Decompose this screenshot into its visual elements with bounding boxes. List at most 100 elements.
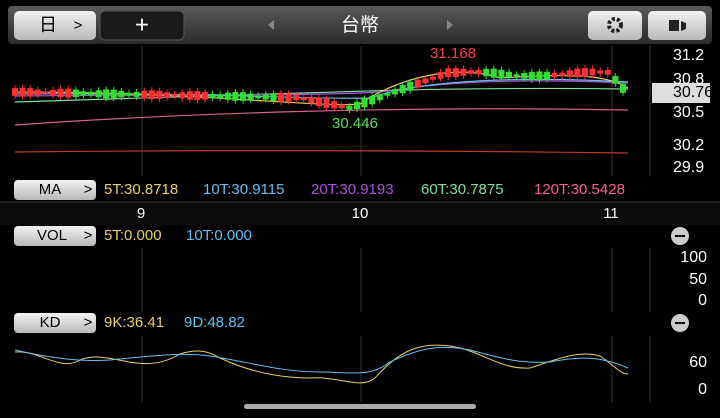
kd-lines: [14, 344, 629, 384]
ma-button[interactable]: [14, 180, 96, 200]
candle-body: [528, 71, 535, 81]
title: 台幣: [341, 14, 379, 36]
candle-body: [133, 92, 140, 97]
candle-body: [430, 76, 436, 80]
candle-body: [57, 88, 64, 98]
chevron: >: [84, 227, 93, 244]
candle-body: [490, 68, 497, 78]
candle-body: [536, 71, 543, 81]
x-label: 10: [352, 205, 369, 222]
price-label: 29.9: [673, 159, 704, 176]
candle-body: [338, 104, 345, 109]
candle-body: [141, 90, 148, 99]
candle-body: [285, 93, 292, 102]
price-label: 30.8: [673, 71, 704, 88]
candle-body: [468, 70, 474, 74]
minus: [675, 322, 685, 324]
ma-item: 120T:30.5428: [534, 181, 625, 198]
candle-body: [589, 68, 596, 76]
kd-button[interactable]: [14, 313, 96, 333]
candle-body: [452, 68, 459, 77]
candle-body: [217, 94, 224, 99]
home-indicator: [244, 404, 476, 409]
candle-body: [240, 92, 246, 101]
candle-body: [574, 68, 581, 78]
candle-body: [369, 95, 376, 105]
settings-button[interactable]: [588, 11, 642, 40]
kd-axis: 60 0: [689, 354, 707, 398]
candle-body: [209, 93, 216, 98]
candle-body: [604, 69, 611, 75]
ma-button-label: MA: [39, 181, 62, 198]
candle-body: [270, 93, 277, 102]
candle-body: [95, 90, 102, 98]
candles: [12, 64, 626, 113]
price-axis: 31.2 30.830.76 30.5 30.2 29.9: [673, 47, 713, 176]
x-axis: 9 10 11: [137, 205, 619, 222]
prev-arrow[interactable]: [268, 20, 274, 30]
candle-body: [12, 88, 18, 96]
candle-body: [437, 72, 444, 79]
candle-body: [171, 93, 178, 97]
candle-body: [50, 89, 56, 96]
candle-body: [308, 97, 315, 104]
vol-label: 50: [689, 271, 707, 288]
candle-body: [445, 68, 452, 77]
kd-label: 0: [698, 381, 707, 398]
candle-body: [232, 91, 239, 101]
next-arrow[interactable]: [447, 20, 453, 30]
candle-body: [422, 78, 429, 84]
candle-body: [399, 85, 406, 94]
candle-body: [88, 91, 94, 96]
candle-body: [513, 74, 520, 77]
candle-body: [118, 90, 125, 98]
add-label: +: [135, 11, 149, 38]
candle-body: [194, 91, 201, 101]
ma-item: 60T:30.7875: [421, 181, 504, 198]
add-button[interactable]: [99, 10, 185, 41]
price-label: 31.2: [673, 47, 704, 64]
ma-item: 10T:30.9115: [203, 181, 284, 198]
price-label: 30.76: [673, 84, 713, 101]
candle-body: [186, 91, 193, 100]
kd-button-label: KD: [40, 314, 61, 331]
minus: [675, 235, 685, 237]
candle-body: [247, 93, 254, 100]
candle-body: [224, 92, 231, 100]
vol-axis: 100 50 0: [680, 249, 707, 309]
candle-body: [506, 71, 512, 78]
candle-body: [521, 72, 528, 79]
candle-body: [559, 72, 566, 76]
price-label: 30.2: [673, 137, 704, 154]
candle-body: [34, 89, 41, 96]
high-annotation: 31.168: [430, 45, 476, 62]
candle-body: [300, 97, 307, 101]
vol-button[interactable]: [14, 226, 96, 246]
kd-legend: 9K:36.41 9D:48.82: [104, 314, 245, 331]
price-label: 30.5: [673, 104, 704, 121]
candle-body: [407, 81, 414, 91]
kd-item: 9D:48.82: [184, 314, 245, 331]
period-button[interactable]: [14, 11, 96, 40]
candle-body: [27, 88, 34, 97]
ma-item: 5T:30.8718: [104, 181, 178, 198]
chevron: >: [84, 314, 93, 331]
candle-body: [566, 70, 573, 77]
candle-body: [148, 90, 155, 100]
vol-label: 0: [698, 292, 707, 309]
vol-label: 100: [680, 249, 707, 266]
candle-body: [620, 83, 626, 93]
x-label: 9: [137, 205, 145, 222]
grid: [141, 46, 651, 402]
candle-body: [262, 94, 269, 100]
x-label: 11: [603, 205, 619, 222]
vol-button-label: VOL: [37, 227, 67, 244]
price-highlight: [652, 83, 710, 103]
kd-label: 60: [689, 354, 707, 371]
candle-body: [498, 69, 505, 79]
candle-body: [202, 92, 208, 100]
candle-body: [361, 98, 368, 108]
candle-body: [19, 87, 26, 97]
